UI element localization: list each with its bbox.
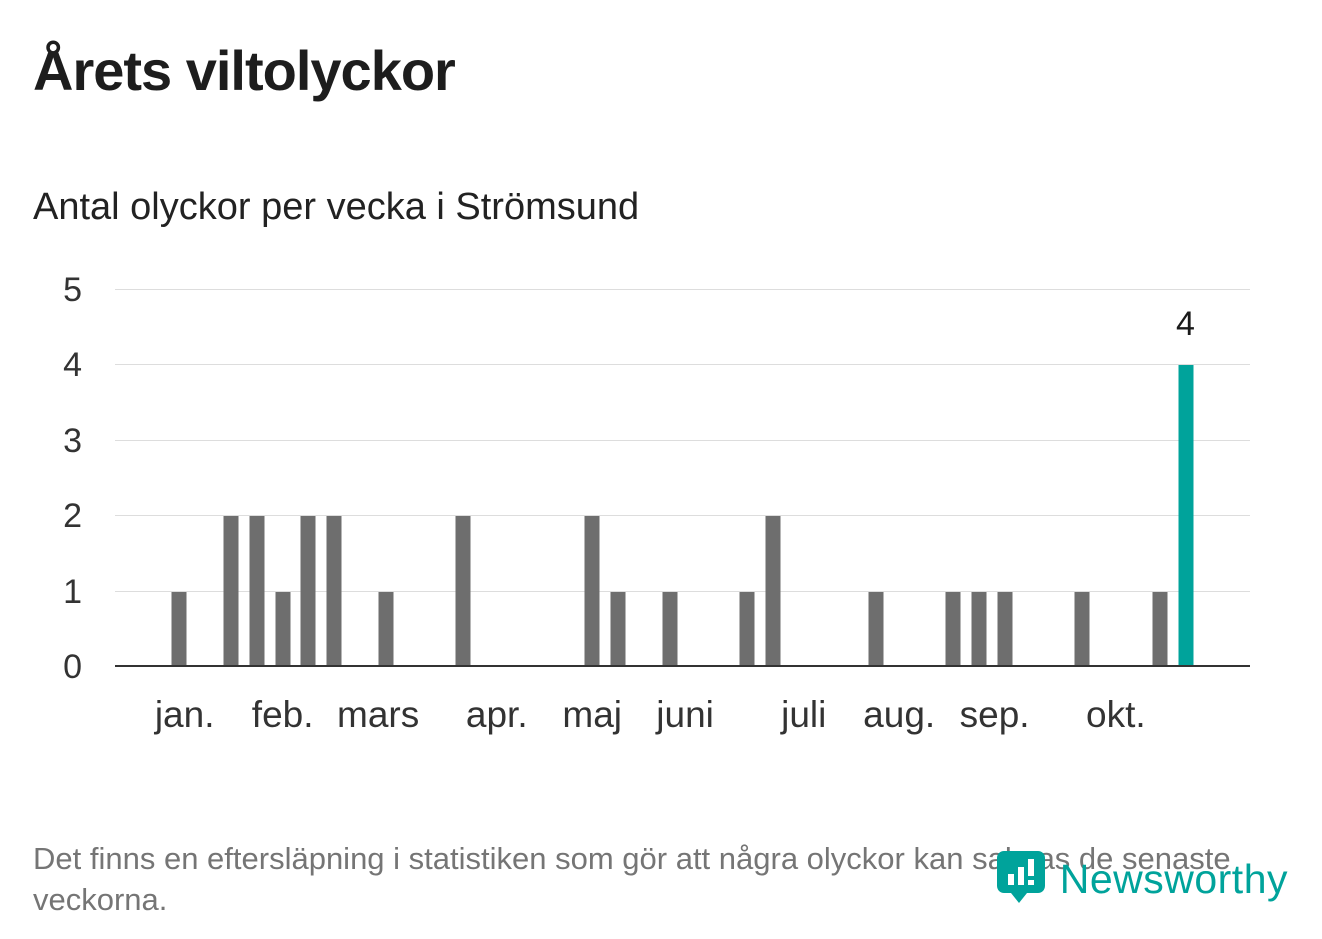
bar-week-38 <box>1074 591 1090 667</box>
bar-week-33 <box>945 591 961 667</box>
newsworthy-wordmark: Newsworthy <box>1059 856 1288 902</box>
bar-week-20 <box>610 591 626 667</box>
x-tick-label-sep: sep. <box>959 694 1030 735</box>
page-title: Årets viltolyckor <box>33 39 456 102</box>
y-tick-label-5: 5 <box>63 271 82 309</box>
y-tick-label-1: 1 <box>63 572 82 611</box>
x-axis-line <box>115 665 1250 667</box>
y-tick-label-0: 0 <box>63 648 82 686</box>
newsworthy-logo: Newsworthy <box>996 850 1288 909</box>
x-tick-label-jan: jan. <box>154 694 215 735</box>
chart-subtitle: Antal olyckor per vecka i Strömsund <box>33 186 640 228</box>
bar-week-9 <box>326 516 342 667</box>
bar-week-26 <box>765 516 781 667</box>
bar-week-6 <box>249 516 265 667</box>
gridline-1 <box>115 590 1250 592</box>
x-tick-label-juli: juli <box>781 694 827 735</box>
x-tick-label-aug: aug. <box>863 694 936 735</box>
bar-week-3 <box>171 591 187 667</box>
x-tick-label-maj: maj <box>562 694 623 735</box>
bar-week-30 <box>868 591 884 667</box>
bar-week-42 <box>1178 365 1193 667</box>
x-tick-label-feb: feb. <box>251 694 314 735</box>
gridline-5 <box>115 289 1250 290</box>
x-tick-label-juni: juni <box>656 694 714 735</box>
bar-week-41 <box>1152 591 1168 667</box>
x-tick-label-apr: apr. <box>465 694 528 735</box>
bar-week-22 <box>662 591 678 667</box>
x-axis: jan. feb. mars apr. maj juni juli aug. sep. okt. <box>115 686 1250 746</box>
x-tick-label-okt: okt. <box>1086 694 1146 735</box>
bar-week-7 <box>275 591 291 667</box>
plot-area: 4 <box>115 289 1250 667</box>
highlight-value-label: 4 <box>1176 305 1195 344</box>
gridline-3 <box>115 439 1250 441</box>
bar-week-5 <box>223 516 239 667</box>
gridline-2 <box>115 515 1250 517</box>
bar-week-25 <box>739 591 755 667</box>
bar-week-34 <box>971 591 987 667</box>
bar-week-19 <box>584 516 600 667</box>
bar-week-11 <box>378 591 394 667</box>
y-tick-label-3: 3 <box>63 421 82 460</box>
bar-week-35 <box>997 591 1013 667</box>
y-tick-label-2: 2 <box>63 497 82 536</box>
y-axis: 0 1 2 3 4 5 <box>20 273 100 684</box>
x-tick-label-mars: mars <box>336 694 420 735</box>
gridline-4 <box>115 364 1250 366</box>
newsworthy-logo-icon <box>996 850 1046 909</box>
bar-week-14 <box>455 516 471 667</box>
bar-week-8 <box>300 516 316 667</box>
y-tick-label-4: 4 <box>63 346 82 385</box>
